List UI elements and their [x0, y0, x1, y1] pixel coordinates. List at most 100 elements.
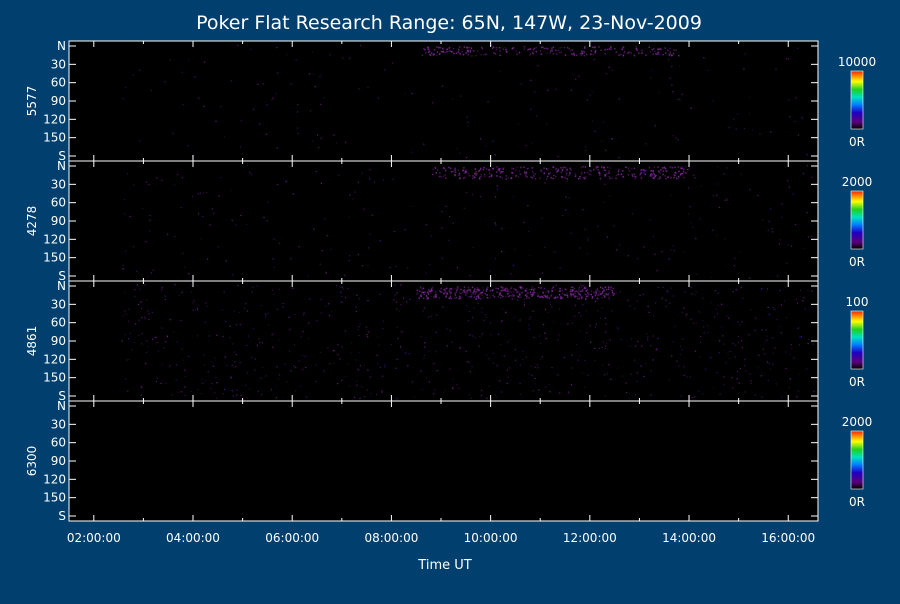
emission-speckle: [285, 181, 287, 183]
bright-aurora-pixel: [492, 46, 495, 48]
emission-speckle: [702, 297, 704, 299]
emission-speckle: [451, 386, 454, 389]
bright-aurora-pixel: [421, 291, 423, 294]
emission-speckle: [357, 368, 359, 370]
emission-speckle: [320, 312, 322, 314]
x-tick-label: 02:00:00: [67, 531, 121, 545]
emission-speckle: [408, 353, 410, 355]
emission-speckle: [740, 287, 742, 289]
emission-speckle: [253, 328, 255, 330]
emission-speckle: [643, 246, 645, 248]
emission-speckle: [184, 376, 187, 378]
emission-speckle: [775, 383, 777, 385]
bright-aurora-pixel: [658, 177, 661, 180]
bright-aurora-pixel: [463, 177, 465, 179]
bright-aurora-pixel: [643, 172, 645, 174]
emission-speckle: [173, 331, 175, 333]
emission-speckle: [357, 254, 359, 256]
emission-speckle: [324, 371, 326, 373]
bright-aurora-pixel: [482, 168, 485, 171]
emission-speckle: [711, 276, 713, 278]
bright-aurora-pixel: [483, 166, 485, 169]
bright-aurora-pixel: [642, 169, 644, 171]
emission-speckle: [251, 291, 253, 293]
emission-speckle: [264, 313, 267, 315]
emission-speckle: [208, 335, 211, 337]
emission-speckle: [716, 308, 718, 310]
emission-speckle: [671, 355, 673, 357]
emission-speckle: [797, 373, 800, 376]
emission-speckle: [326, 235, 328, 237]
emission-speckle: [749, 189, 751, 191]
bright-aurora-pixel: [485, 168, 488, 170]
bright-aurora-pixel: [430, 288, 433, 290]
bright-aurora-pixel: [551, 290, 553, 292]
bright-aurora-pixel: [442, 167, 445, 169]
emission-speckle: [175, 364, 177, 366]
bright-aurora-pixel: [614, 47, 616, 50]
bright-aurora-pixel: [510, 287, 512, 290]
bright-aurora-pixel: [426, 291, 429, 293]
bright-aurora-pixel: [653, 166, 656, 168]
emission-speckle: [743, 127, 745, 129]
bright-aurora-pixel: [513, 288, 515, 290]
bright-aurora-pixel: [631, 173, 634, 175]
bright-aurora-pixel: [454, 292, 456, 295]
emission-speckle: [309, 73, 311, 75]
emission-speckle: [254, 369, 256, 371]
emission-speckle: [182, 103, 184, 105]
emission-speckle: [634, 345, 636, 347]
emission-speckle: [771, 228, 773, 230]
bright-aurora-pixel: [543, 167, 545, 169]
bright-aurora-pixel: [474, 288, 476, 290]
emission-speckle: [574, 315, 576, 317]
bright-aurora-pixel: [604, 48, 606, 51]
bright-aurora-pixel: [455, 295, 457, 297]
bright-aurora-pixel: [557, 49, 560, 52]
bright-aurora-pixel: [448, 297, 450, 299]
bright-aurora-pixel: [481, 294, 483, 296]
emission-speckle: [308, 322, 310, 324]
bright-aurora-pixel: [590, 53, 592, 55]
emission-speckle: [320, 103, 322, 105]
emission-speckle: [491, 44, 493, 46]
bright-aurora-pixel: [574, 175, 577, 177]
bright-aurora-pixel: [497, 296, 499, 298]
bright-aurora-pixel: [440, 50, 442, 52]
bright-aurora-pixel: [500, 294, 503, 297]
bright-aurora-pixel: [607, 293, 609, 296]
emission-speckle: [442, 306, 444, 308]
emission-speckle: [396, 326, 398, 328]
bright-aurora-pixel: [553, 174, 555, 177]
emission-speckle: [712, 229, 714, 231]
emission-speckle: [525, 144, 527, 147]
bright-aurora-pixel: [442, 47, 444, 50]
emission-speckle: [655, 302, 657, 304]
bright-aurora-pixel: [575, 54, 578, 57]
bright-aurora-pixel: [481, 46, 483, 49]
bright-aurora-pixel: [429, 54, 432, 56]
emission-speckle: [594, 300, 597, 302]
emission-speckle: [703, 326, 705, 328]
emission-speckle: [317, 134, 319, 136]
emission-speckle: [567, 392, 569, 394]
emission-speckle: [576, 343, 578, 345]
emission-speckle: [284, 363, 286, 365]
bright-aurora-pixel: [583, 52, 586, 54]
emission-speckle: [620, 338, 622, 341]
y-tick-label: S: [58, 269, 66, 283]
emission-speckle: [636, 380, 638, 382]
bright-aurora-pixel: [458, 177, 461, 180]
emission-speckle: [254, 358, 256, 360]
emission-speckle: [643, 376, 645, 378]
emission-speckle: [217, 246, 219, 248]
emission-speckle: [342, 57, 344, 59]
bright-aurora-pixel: [608, 172, 610, 174]
emission-speckle: [198, 213, 200, 215]
emission-speckle: [494, 154, 496, 156]
bright-aurora-pixel: [653, 172, 655, 174]
bright-aurora-pixel: [532, 52, 534, 55]
bright-aurora-pixel: [583, 46, 586, 48]
emission-speckle: [393, 299, 395, 301]
emission-speckle: [229, 325, 231, 327]
